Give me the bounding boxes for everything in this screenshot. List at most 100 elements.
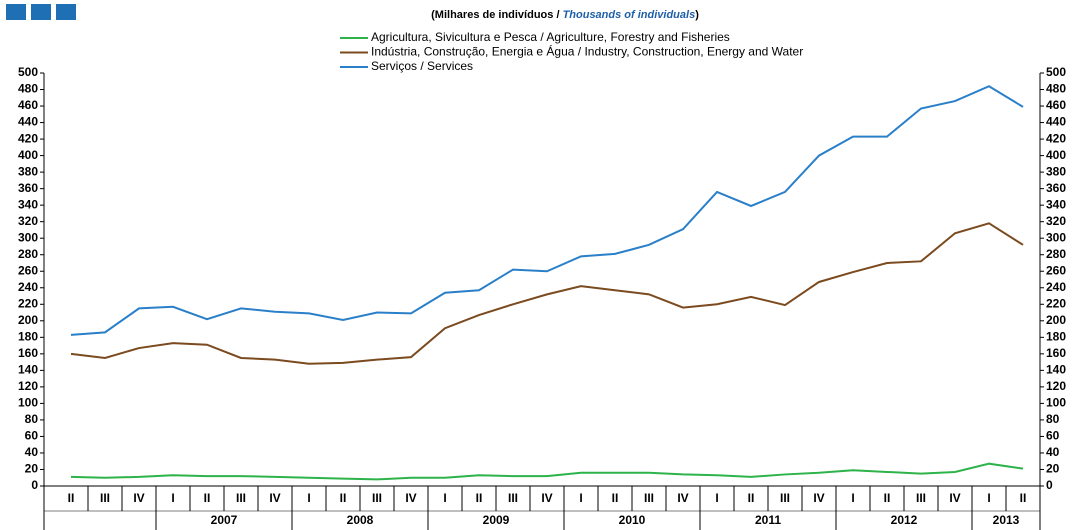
x-tick-label: I [987,491,990,505]
x-tick-label: III [644,491,654,505]
y-tick-label: 400 [18,148,38,162]
legend-label: Indústria, Construção, Energia e Água / … [371,44,803,59]
x-tick-label: II [204,491,211,505]
series-line [70,462,1024,481]
y-tick-label-right: 120 [1046,379,1066,393]
y-tick-label: 200 [18,313,38,327]
series-line [70,222,1024,365]
logo-square [6,4,26,20]
x-tick-label: II [612,491,619,505]
y-tick-label-right: 340 [1046,197,1066,211]
y-tick-label: 300 [18,230,38,244]
logo-square [56,4,76,20]
subtitle-pt: (Milhares de indivíduos / [431,9,559,21]
y-tick-label: 360 [18,181,38,195]
y-tick-label: 40 [25,445,39,459]
y-tick-label: 380 [18,164,38,178]
series-line [70,85,1024,336]
x-tick-label: I [307,491,310,505]
y-tick-label-right: 100 [1046,396,1066,410]
y-tick-label: 160 [18,346,38,360]
y-tick-label: 80 [25,412,39,426]
x-tick-label: II [68,491,75,505]
y-tick-label-right: 320 [1046,214,1066,228]
y-tick-label-right: 80 [1046,412,1060,426]
logo-square [31,4,51,20]
x-tick-label: II [476,491,483,505]
legend-label: Agricultura, Sivicultura e Pesca / Agric… [371,30,730,44]
y-tick-label-right: 20 [1046,462,1060,476]
y-tick-label: 240 [18,280,38,294]
y-tick-label-right: 440 [1046,115,1066,129]
y-tick-label-right: 220 [1046,296,1066,310]
y-tick-label: 100 [18,396,38,410]
year-label: 2011 [755,513,781,527]
y-tick-label: 420 [18,131,38,145]
y-tick-label-right: 40 [1046,445,1060,459]
x-tick-label: I [579,491,582,505]
year-label: 2013 [993,513,1020,527]
year-label: 2012 [891,513,918,527]
x-tick-label: II [340,491,347,505]
y-tick-label-right: 300 [1046,230,1066,244]
x-tick-label: III [372,491,382,505]
y-tick-label: 280 [18,247,38,261]
x-tick-label: IV [541,491,552,505]
year-label: 2009 [483,513,510,527]
y-tick-label-right: 380 [1046,164,1066,178]
y-tick-label-right: 360 [1046,181,1066,195]
x-tick-label: II [884,491,891,505]
x-tick-label: IV [405,491,416,505]
x-tick-label: II [748,491,755,505]
x-tick-label: III [100,491,110,505]
y-tick-label: 480 [18,82,38,96]
year-label: 2010 [619,513,646,527]
y-tick-label-right: 180 [1046,329,1066,343]
x-tick-label: IV [269,491,280,505]
y-tick-label-right: 0 [1046,478,1053,492]
y-tick-label-right: 140 [1046,363,1066,377]
y-tick-label: 320 [18,214,38,228]
x-tick-label: IV [677,491,688,505]
x-tick-label: III [508,491,518,505]
y-tick-label: 260 [18,263,38,277]
y-tick-label-right: 280 [1046,247,1066,261]
y-tick-label: 220 [18,296,38,310]
y-tick-label: 60 [25,429,39,443]
x-tick-label: I [171,491,174,505]
y-tick-label: 180 [18,329,38,343]
x-tick-label: I [715,491,718,505]
x-tick-label: III [236,491,246,505]
y-tick-label-right: 260 [1046,263,1066,277]
x-tick-label: IV [133,491,144,505]
y-tick-label: 500 [18,65,38,79]
x-tick-label: I [851,491,854,505]
subtitle-en: Thousands of individuals [563,9,696,21]
y-tick-label-right: 420 [1046,131,1066,145]
y-tick-label-right: 240 [1046,280,1066,294]
x-tick-label: III [780,491,790,505]
y-tick-label: 440 [18,115,38,129]
y-tick-label-right: 400 [1046,148,1066,162]
y-tick-label-right: 500 [1046,65,1066,79]
y-tick-label: 140 [18,363,38,377]
x-tick-label: IV [949,491,960,505]
y-tick-label: 0 [31,478,38,492]
y-tick-label-right: 460 [1046,98,1066,112]
x-tick-label: III [916,491,926,505]
subtitle-end: ) [695,9,699,21]
y-tick-label-right: 160 [1046,346,1066,360]
y-tick-label-right: 60 [1046,429,1060,443]
y-tick-label: 460 [18,98,38,112]
x-tick-label: I [443,491,446,505]
y-tick-label: 340 [18,197,38,211]
x-tick-label: II [1020,491,1027,505]
subtitle: (Milhares de indivíduos / Thousands of i… [431,9,699,21]
y-tick-label: 20 [25,462,39,476]
y-tick-label-right: 480 [1046,82,1066,96]
year-label: 2007 [211,513,238,527]
y-tick-label: 120 [18,379,38,393]
y-tick-label-right: 200 [1046,313,1066,327]
year-label: 2008 [347,513,374,527]
